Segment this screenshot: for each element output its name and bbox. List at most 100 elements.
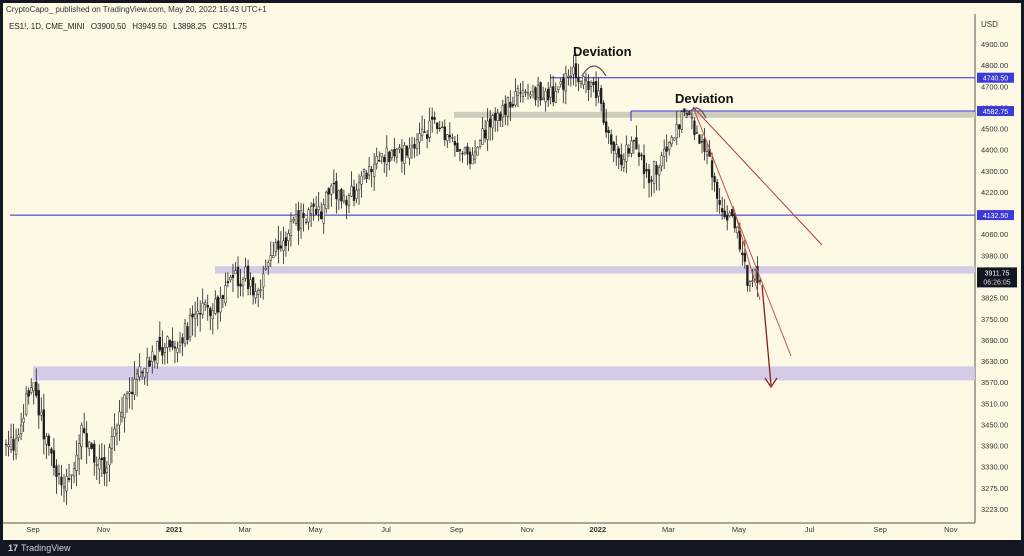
candle-body (88, 441, 91, 449)
candle-body (587, 81, 590, 90)
candle-body (130, 391, 134, 394)
tradingview-logo[interactable]: 17 TradingView (8, 543, 71, 553)
candle-body (191, 313, 194, 318)
candle-body (721, 208, 724, 213)
candle-body (657, 167, 661, 176)
candle-body (582, 76, 585, 86)
candle-body (204, 302, 207, 306)
candle-body (241, 279, 245, 286)
x-tick-label: 2021 (166, 525, 183, 534)
candle-body (693, 120, 696, 136)
symbol-label[interactable]: ES1!, 1D, CME_MINI (9, 22, 85, 31)
x-tick-label: Nov (97, 525, 111, 534)
candle-body (478, 140, 482, 147)
candle-body (584, 79, 588, 81)
candle-body (549, 86, 552, 98)
x-tick-label: May (732, 525, 746, 534)
candle-body (135, 373, 139, 380)
candle-body (383, 157, 386, 163)
candle-body (100, 457, 103, 460)
candle-body (630, 140, 633, 154)
level-price-label: 4740.50 (983, 76, 1008, 83)
candle-body (355, 189, 358, 199)
candle-body (736, 226, 739, 234)
candle-body (473, 151, 477, 160)
bar-countdown-label: 06:26:05 (983, 279, 1010, 286)
candle-body (199, 313, 202, 315)
x-tick-label: Jul (805, 525, 815, 534)
candle-body (90, 443, 93, 449)
candle-body (728, 212, 731, 217)
x-tick-label: Nov (521, 525, 535, 534)
candle-body (209, 308, 212, 316)
candle-body (75, 454, 78, 471)
candle-body (103, 457, 106, 475)
last-price-tag (977, 267, 1017, 288)
price-zone[interactable] (33, 366, 975, 381)
candle-body (335, 181, 338, 200)
candle-body (120, 412, 124, 418)
candle-body (151, 351, 154, 363)
candle-body (668, 142, 671, 150)
deviation-arc-2 (685, 107, 707, 119)
candle-body (612, 141, 615, 151)
tradingview-mark-icon: 17 (8, 543, 19, 553)
candle-body (468, 151, 472, 164)
candle-body (438, 127, 441, 130)
candle-body (700, 141, 704, 143)
candle-body (481, 128, 484, 145)
candle-body (680, 111, 683, 130)
candle-body (181, 337, 184, 344)
projection-arrow (761, 284, 772, 386)
candle-body (718, 199, 721, 205)
candle-body (758, 280, 762, 282)
candle-body (554, 91, 557, 103)
candle-body (597, 90, 600, 97)
y-tick-label: 4800.00 (981, 61, 1008, 70)
candle-body (526, 92, 530, 95)
candle-body (332, 182, 335, 185)
candle-body (304, 221, 308, 223)
candle-body (262, 273, 265, 288)
price-zone[interactable] (454, 111, 975, 118)
x-tick-label: 2022 (589, 525, 606, 534)
candle-body (211, 310, 214, 320)
y-tick-label: 4700.00 (981, 82, 1008, 91)
candle-body (83, 428, 86, 434)
low-value: L3898.25 (173, 22, 207, 31)
candle-body (390, 150, 393, 159)
candle-body (541, 97, 545, 101)
candle-body (259, 289, 262, 291)
candle-body (297, 210, 300, 231)
level-price-tag (977, 72, 1014, 83)
candle-body (753, 269, 757, 280)
close-value: C3911.75 (212, 22, 247, 31)
candle-body (647, 169, 651, 184)
x-tick-label: Nov (944, 525, 958, 534)
candle-body (425, 134, 429, 139)
y-tick-label: 4900.00 (981, 40, 1008, 49)
candle-body (340, 188, 343, 202)
candle-body (365, 172, 368, 180)
candle-body (418, 133, 421, 143)
candle-body (70, 474, 73, 476)
candle-body (138, 366, 141, 378)
candle-body (173, 346, 177, 349)
candle-body (115, 425, 119, 434)
candle-body (415, 139, 419, 150)
candle-body (309, 206, 313, 214)
candle-body (337, 190, 341, 201)
candle-body (110, 436, 114, 449)
candle-body (617, 148, 620, 158)
candle-body (183, 323, 187, 345)
candle-body (50, 448, 53, 454)
candle-body (289, 221, 293, 236)
candle-body (552, 86, 555, 103)
candle-body (133, 378, 136, 395)
candle-body (494, 113, 497, 121)
candle-body (695, 132, 699, 134)
y-tick-label: 4500.00 (981, 125, 1008, 134)
price-zone[interactable] (215, 266, 975, 274)
candle-body (642, 155, 646, 174)
